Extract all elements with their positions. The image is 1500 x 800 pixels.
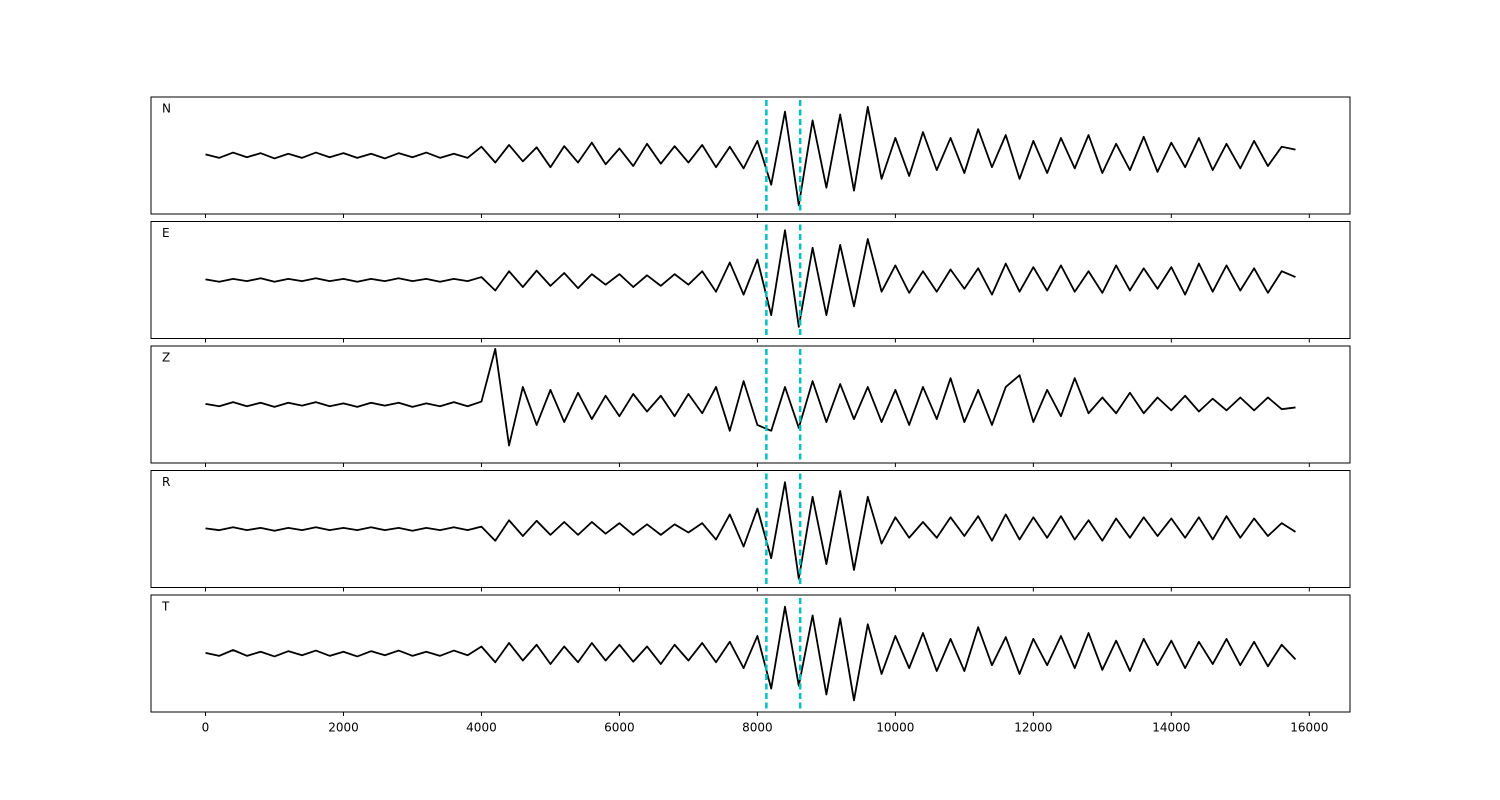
- x-tick-label: 6000: [604, 721, 635, 735]
- panel-frame: [150, 221, 1351, 339]
- x-tick-label: 10000: [876, 721, 914, 735]
- trace: [205, 348, 1296, 447]
- panel-label: N: [162, 102, 171, 116]
- x-tick-label: 0: [202, 721, 210, 735]
- x-tick-label: 2000: [328, 721, 359, 735]
- x-tick-label: 14000: [1152, 721, 1190, 735]
- x-tick-label: 16000: [1290, 721, 1328, 735]
- trace: [205, 229, 1296, 328]
- panel-label: E: [162, 226, 170, 240]
- panel-label: Z: [162, 351, 170, 365]
- panel-label: T: [161, 600, 170, 614]
- trace: [205, 481, 1296, 580]
- x-tick-label: 12000: [1014, 721, 1052, 735]
- trace: [205, 605, 1297, 702]
- panel-label: R: [162, 475, 170, 489]
- x-tick-label: 8000: [742, 721, 773, 735]
- trace: [205, 106, 1296, 207]
- x-tick-label: 4000: [466, 721, 497, 735]
